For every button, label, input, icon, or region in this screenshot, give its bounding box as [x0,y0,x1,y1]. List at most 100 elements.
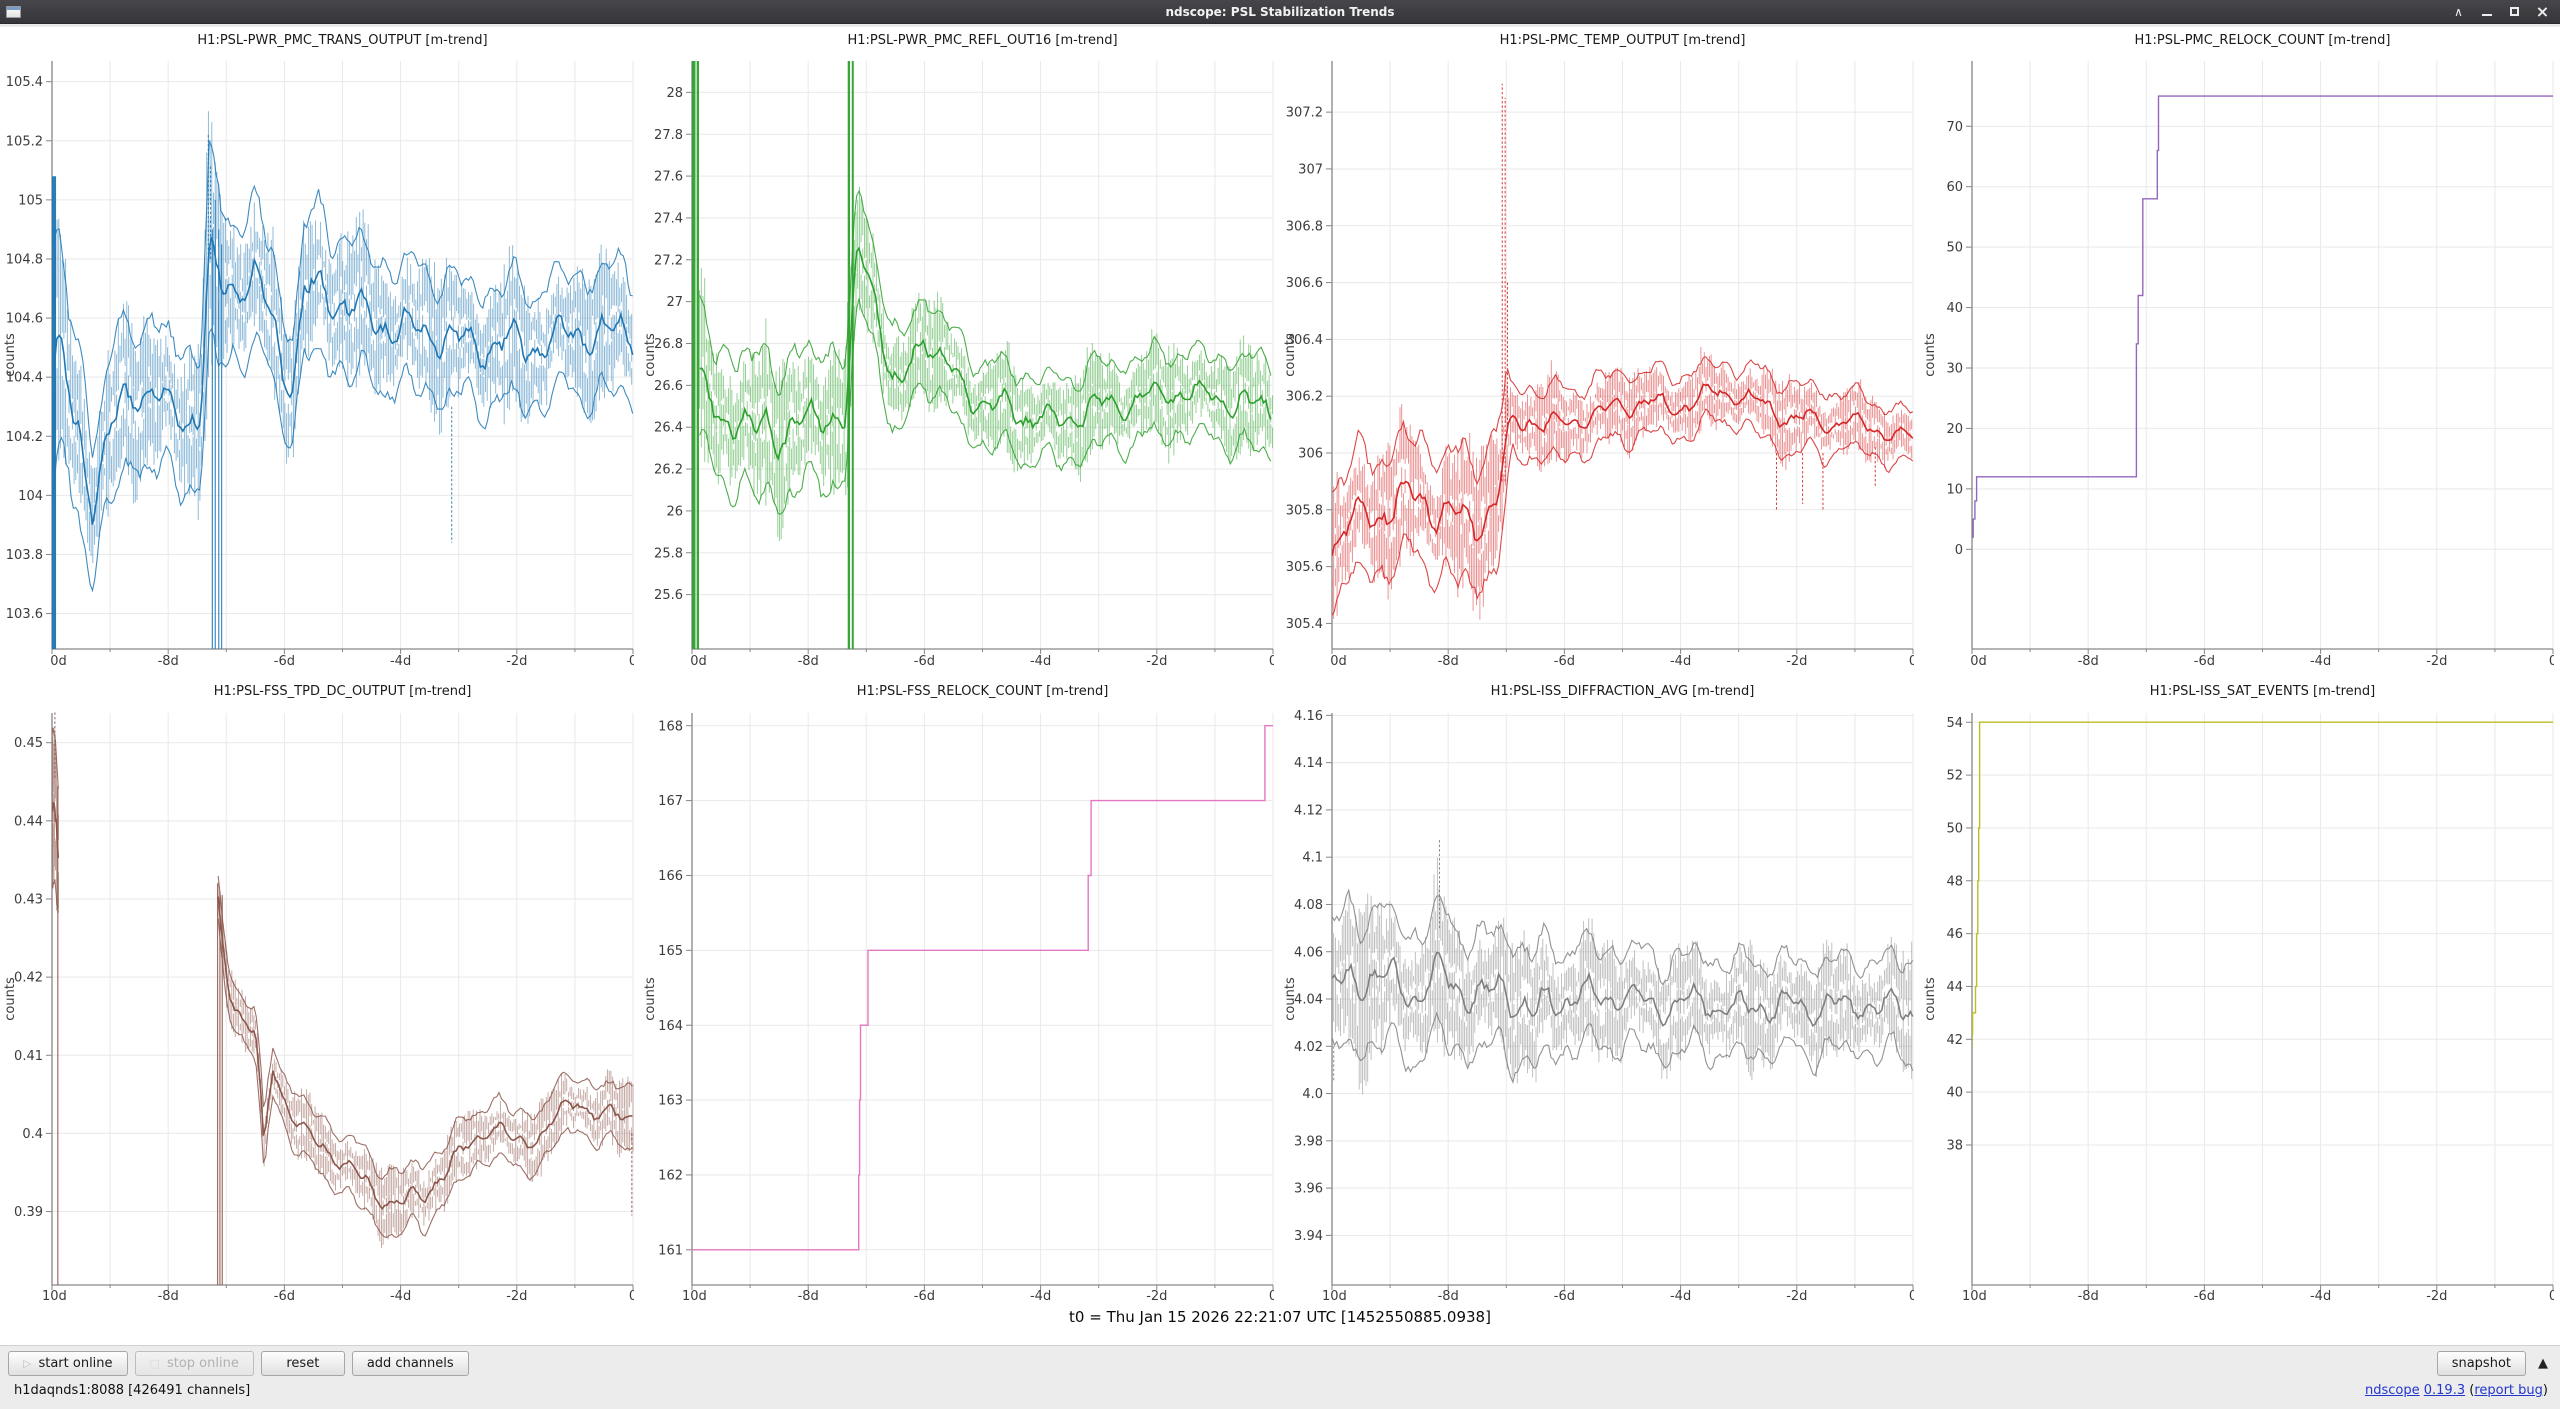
y-tick-label: 4.04 [1294,993,1323,1008]
trace-pwr-pmc-refl [692,61,1273,649]
plot-title: H1:PSL-PWR_PMC_TRANS_OUTPUT [m-trend] [197,33,487,48]
y-tick-label: 306.8 [1286,219,1323,234]
y-tick-label: 27.2 [654,253,683,268]
y-tick-label: 104.6 [6,312,43,327]
y-tick-label: 0.4 [22,1127,43,1142]
snapshot-button[interactable]: snapshot [2436,1351,2526,1376]
y-tick-label: 4.02 [1294,1040,1323,1055]
plot-panel-pwr-pmc-trans[interactable]: H1:PSL-PWR_PMC_TRANS_OUTPUT [m-trend] 105… [0,27,640,673]
x-tick-label: -10d [1957,1289,1987,1304]
plot-canvas-fss-relock[interactable]: H1:PSL-FSS_RELOCK_COUNT [m-trend] 168 167 1… [640,673,1280,1305]
y-axis-label: counts [643,333,658,377]
x-tick-label: -4d [1030,654,1051,669]
x-tick-label: 0 [1269,1289,1277,1304]
y-tick-label: 54 [1946,716,1963,731]
y-tick-label: 165 [658,944,683,959]
x-tick-label: 0 [629,654,637,669]
y-tick-label: 306.4 [1286,333,1323,348]
trace-iss-diffraction [1332,838,1914,1095]
plot-canvas-fss-tpd[interactable]: H1:PSL-FSS_TPD_DC_OUTPUT [m-trend] 0.45 0.… [0,673,640,1305]
y-tick-label: 4.0 [1302,1087,1323,1102]
trace-pmc-temp [1332,83,1914,620]
close-icon[interactable]: × [2535,1,2550,21]
x-tick-label: -8d [158,1289,179,1304]
x-tick-label: -2d [2426,1289,2447,1304]
plot-panel-pwr-pmc-refl[interactable]: H1:PSL-PWR_PMC_REFL_OUT16 [m-trend] 28 27.… [640,27,1280,673]
plot-panel-iss-diffraction[interactable]: H1:PSL-ISS_DIFFRACTION_AVG [m-trend] 4.16… [1280,673,1920,1305]
shade-window-icon[interactable]: ∧ [2454,4,2463,19]
x-tick-label: -2d [506,654,527,669]
x-tick-label: -4d [1670,1289,1691,1304]
x-tick-label: -4d [2310,654,2331,669]
y-axis-label: counts [3,333,18,377]
stop-icon: □ [149,1357,160,1370]
y-tick-label: 306 [1298,447,1323,462]
x-tick-label: 0 [1909,1289,1917,1304]
y-axis-label: counts [3,977,18,1021]
maximize-icon[interactable] [2506,3,2523,20]
y-tick-label: 3.98 [1294,1134,1323,1149]
y-tick-label: 104 [18,489,43,504]
x-tick-label: -2d [506,1289,527,1304]
reset-button[interactable]: reset [260,1351,345,1376]
plot-panel-fss-tpd[interactable]: H1:PSL-FSS_TPD_DC_OUTPUT [m-trend] 0.45 0.… [0,673,640,1305]
y-tick-label: 26.2 [654,463,683,478]
start-online-button[interactable]: ▷ start online [8,1351,128,1376]
version-status: ndscope 0.19.3 (report bug) [2364,1383,2548,1398]
x-tick-label: -2d [2426,654,2447,669]
plot-panel-fss-relock[interactable]: H1:PSL-FSS_RELOCK_COUNT [m-trend] 168 167 1… [640,673,1280,1305]
trace-fss-relock [692,725,1273,1251]
y-tick-label: 104.8 [6,253,43,268]
plot-canvas-pwr-pmc-refl[interactable]: H1:PSL-PWR_PMC_REFL_OUT16 [m-trend] 28 27.… [640,27,1280,673]
y-axis-label: counts [1283,977,1298,1021]
y-tick-label: 48 [1946,874,1963,889]
y-tick-label: 105.4 [6,75,43,90]
plot-canvas-pmc-temp[interactable]: H1:PSL-PMC_TEMP_OUTPUT [m-trend] 307.2 307… [1280,27,1920,673]
plot-panel-iss-sat-events[interactable]: H1:PSL-ISS_SAT_EVENTS [m-trend] 54 52 50 48 4… [1920,673,2560,1305]
plot-canvas-iss-diffraction[interactable]: H1:PSL-ISS_DIFFRACTION_AVG [m-trend] 4.16… [1280,673,1920,1305]
plot-canvas-iss-sat-events[interactable]: H1:PSL-ISS_SAT_EVENTS [m-trend] 54 52 50 48 4… [1920,673,2560,1305]
version-link[interactable]: 0.19.3 [2423,1383,2466,1398]
add-channels-button[interactable]: add channels [351,1351,469,1376]
x-tick-label: -4d [390,1289,411,1304]
y-tick-label: 164 [658,1019,683,1034]
x-tick-label: 0 [1269,654,1277,669]
y-tick-label: 3.94 [1294,1229,1323,1244]
y-tick-label: 28 [666,86,683,101]
y-tick-label: 162 [658,1168,683,1183]
x-tick-label: -4d [390,654,411,669]
y-tick-label: 104.2 [6,430,43,445]
trace-pwr-pmc-trans [52,111,634,649]
plot-panel-pmc-temp[interactable]: H1:PSL-PMC_TEMP_OUTPUT [m-trend] 307.2 307… [1280,27,1920,673]
y-tick-label: 0.43 [14,893,43,908]
title-bar[interactable]: ndscope: PSL Stabilization Trends ∧ × [0,0,2560,24]
plot-title: H1:PSL-PMC_TEMP_OUTPUT [m-trend] [1500,33,1746,48]
y-tick-label: 50 [1946,821,1963,836]
status-bar: h1daqnds1:8088 [426491 channels] ndscope… [0,1376,2560,1398]
report-bug-link[interactable]: report bug [2474,1383,2543,1398]
y-tick-label: 161 [658,1243,683,1258]
y-tick-label: 103.8 [6,548,43,563]
x-tick-label: 0 [1909,654,1917,669]
y-tick-label: 30 [1946,362,1963,377]
minimize-icon[interactable] [2478,3,2495,20]
plot-canvas-pwr-pmc-trans[interactable]: H1:PSL-PWR_PMC_TRANS_OUTPUT [m-trend] 105… [0,27,640,673]
x-tick-label: -10d [1957,654,1987,669]
y-axis-label: counts [643,977,658,1021]
x-tick-label: -4d [1670,654,1691,669]
y-tick-label: 103.6 [6,607,43,622]
plot-panel-pmc-relock[interactable]: H1:PSL-PMC_RELOCK_COUNT [m-trend] 70 60 50 4… [1920,27,2560,673]
stop-online-button[interactable]: □ stop online [134,1351,254,1376]
bottom-toolbar: ▷ start online □ stop online reset add c… [0,1345,2560,1409]
x-tick-label: -10d [677,1289,707,1304]
y-tick-label: 52 [1946,769,1963,784]
y-tick-label: 27 [666,295,683,310]
y-tick-label: 0.45 [14,736,43,751]
y-tick-label: 0.44 [14,814,43,829]
ndscope-link[interactable]: ndscope [2364,1383,2420,1398]
plot-title: H1:PSL-FSS_RELOCK_COUNT [m-trend] [857,684,1109,699]
x-tick-label: -8d [2078,1289,2099,1304]
x-tick-label: -4d [2310,1289,2331,1304]
plot-canvas-pmc-relock[interactable]: H1:PSL-PMC_RELOCK_COUNT [m-trend] 70 60 50 4… [1920,27,2560,673]
expander-triangle-icon[interactable]: ▲ [2538,1356,2548,1371]
